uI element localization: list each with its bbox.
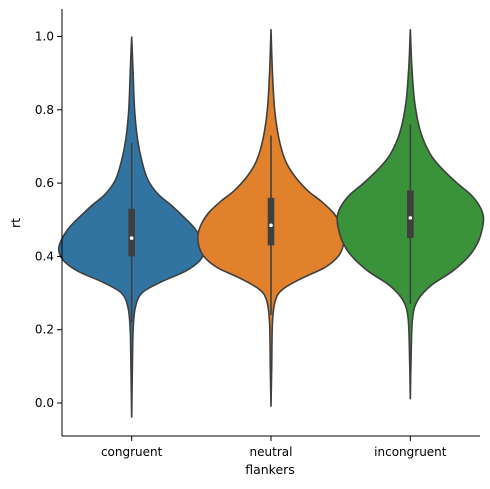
y-tick-label: 0.0 [35,396,54,410]
median-neutral [269,223,273,228]
iqr-box-congruent [128,208,135,257]
median-congruent [129,236,134,240]
ticks-layer: 0.0 0.2 0.4 0.6 0.8 1.0 congruent neutral incong… [35,29,447,459]
y-axis-label: rt [8,218,23,228]
y-tick-label: 0.4 [35,249,54,263]
x-tick-label: congruent [101,445,163,459]
x-tick-label: incongruent [374,445,447,459]
x-tick-label: neutral [250,445,293,459]
iqr-box-incongruent [407,190,414,239]
y-tick-label: 1.0 [35,29,54,43]
median-incongruent [408,216,413,220]
y-tick-label: 0.2 [35,323,54,337]
violins-layer [57,29,485,418]
y-tick-label: 0.6 [35,176,54,190]
x-axis-label: flankers [245,462,295,477]
y-tick-label: 0.8 [35,103,54,117]
iqr-box-neutral [267,197,275,246]
